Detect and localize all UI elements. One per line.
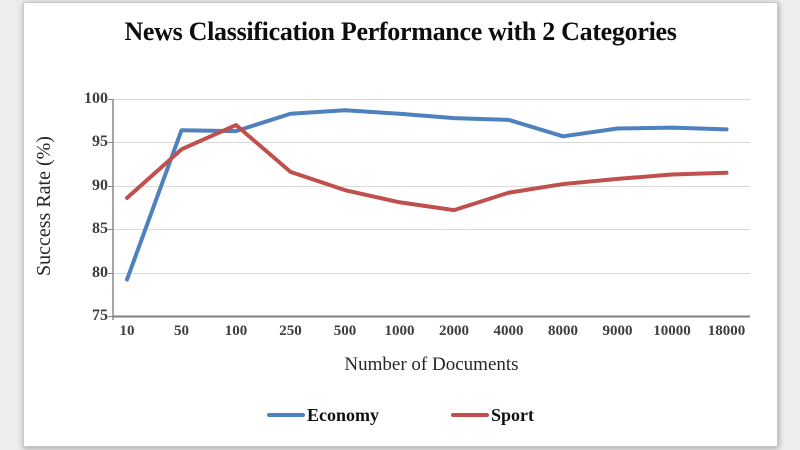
- x-tick-label: 4000: [493, 323, 524, 339]
- legend: Economy Sport: [24, 405, 777, 425]
- y-tick-label: 85: [92, 220, 108, 238]
- x-tick-label: 1000: [384, 323, 415, 339]
- x-tick-label: 2000: [439, 323, 469, 339]
- chart-title: News Classification Performance with 2 C…: [124, 17, 677, 46]
- y-axis-title: Success Rate (%): [33, 136, 55, 276]
- chart-slide: News Classification Performance with 2 C…: [23, 2, 778, 447]
- x-tick-label: 500: [333, 323, 357, 339]
- x-tick-label: 18000: [707, 323, 746, 339]
- y-tick-label: 95: [92, 133, 108, 151]
- legend-label-sport: Sport: [490, 405, 534, 425]
- y-tick-label: 80: [92, 263, 108, 281]
- x-axis-title: Number of Documents: [344, 354, 519, 375]
- legend-item-economy: Economy: [266, 405, 379, 425]
- x-tick-label: 50: [174, 323, 189, 339]
- x-tick-label: 8000: [548, 323, 578, 339]
- x-tick-label: 10: [119, 323, 135, 339]
- legend-label-economy: Economy: [306, 405, 379, 425]
- x-tick-label: 9000: [602, 323, 633, 339]
- legend-item-sport: Sport: [450, 405, 534, 425]
- y-tick-label: 100: [84, 90, 108, 107]
- economy-line-swatch: [266, 413, 305, 417]
- x-tick-label: 10000: [653, 323, 691, 339]
- x-tick-label: 250: [279, 323, 302, 339]
- sport-line-series: [125, 123, 729, 213]
- y-tick-label: 75: [92, 307, 108, 324]
- x-tick-label: 100: [224, 323, 248, 339]
- y-tick-label: 90: [92, 176, 108, 194]
- sport-line-swatch: [450, 413, 489, 417]
- line-chart-plot: [108, 99, 750, 320]
